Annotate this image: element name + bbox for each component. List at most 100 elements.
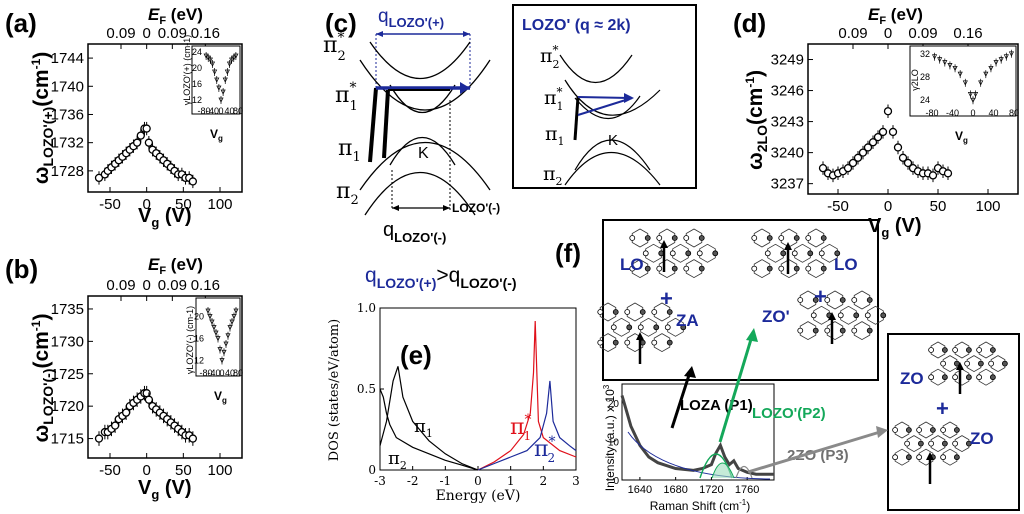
data-point (188, 177, 198, 186)
panel-a-inset-frame (191, 45, 241, 115)
panel-b-x-ticks: -50 0 50 100 (99, 453, 233, 479)
lattice-hexagon (780, 259, 798, 279)
dos-curve (379, 366, 479, 471)
displacement-arrowhead (828, 312, 836, 320)
dos-curve (477, 380, 577, 471)
y-tick-label: 1720 (51, 398, 84, 415)
lattice-hexagon (799, 321, 817, 341)
peak-label-p1: LOZA (P1) (680, 397, 753, 414)
lattice-hexagon (942, 421, 958, 439)
dos-x-tick-label: 0 (474, 474, 482, 488)
y-tick-label: 1730 (51, 333, 84, 350)
label-pi1: π1 (338, 136, 361, 165)
inset-data-point (217, 347, 223, 353)
q-plus-arrowhead-right (463, 31, 470, 37)
lattice-atom (824, 297, 831, 303)
panel-a-inset-xlabel: Vg (210, 127, 223, 143)
panel-e: (e) 0 0.5 1.0 -3 -2 -1 0 1 2 3 DOS (states/eV/at… (327, 301, 580, 504)
inset-x-tick-label: 80 (233, 368, 243, 378)
dos-y-tick-label: 0 (368, 463, 376, 477)
mode-label-zo-prime: ZO' (762, 307, 790, 326)
inset-x-tick-label: -80 (197, 106, 210, 116)
lattice-atom (965, 440, 972, 447)
lattice-atom (597, 309, 604, 315)
lattice-hexagon (840, 305, 857, 325)
inset-data-point (224, 69, 230, 75)
box-band-pi2star (559, 54, 633, 83)
lattice-atom (639, 309, 646, 315)
lattice-atom (1001, 360, 1008, 367)
panel-d-inset-frame (909, 45, 1017, 117)
inset-data-point (223, 341, 229, 347)
raman-xlabel: Raman Shift (cm-1) (650, 498, 750, 513)
band-pi2 (364, 171, 476, 216)
arrow-p1-to-modes (670, 371, 692, 429)
lattice-atom (751, 265, 758, 272)
panel-c-label: (c) (325, 8, 357, 38)
dos-y-tick-label: 1.0 (357, 301, 376, 315)
dos-label-pi2star: π* 2 (534, 434, 555, 465)
box-label-pi2: π2 (543, 163, 563, 188)
lattice-hexagon (954, 341, 970, 359)
displacement-arrowhead (660, 240, 668, 248)
inset-y-tick-label: 24 (192, 47, 202, 57)
lattice-atom (683, 235, 690, 241)
lattice-hexagon (918, 448, 934, 466)
lattice-atom (941, 374, 948, 381)
panel-d-data-points (818, 104, 953, 183)
box-label-pi2star: π* 2 (540, 43, 560, 71)
panel-d-x-ticks: -50 0 50 100 (827, 189, 1001, 215)
lattice-atom (751, 235, 758, 241)
raman-fit-p3 (735, 465, 753, 479)
dos-label-pi1: π1 (414, 416, 433, 440)
data-point (903, 158, 913, 168)
lattice-atom (812, 297, 819, 303)
y-tick-label: 1736 (51, 106, 84, 123)
lattice-atom (664, 324, 671, 331)
panel-f-lattice-sketches (597, 228, 1008, 484)
x-tick-label: 100 (975, 198, 1000, 215)
inset-data-point (221, 349, 227, 356)
lattice-hexagon (767, 243, 784, 263)
panel-e-xlabel: Energy (eV) (436, 488, 521, 504)
inset-data-point (216, 85, 222, 91)
top-tick-label: 0.16 (191, 277, 220, 294)
panel-b-top-ticks: 0.09 0 0.09 0.16 (106, 277, 220, 301)
lattice-atom (797, 327, 804, 334)
lattice-atom (941, 440, 948, 447)
inset-data-point (209, 319, 215, 325)
inset-data-point (233, 53, 239, 59)
inset-data-point (214, 77, 220, 83)
inset-data-point (937, 57, 943, 63)
top-tick-label: 0.09 (106, 277, 135, 294)
lattice-hexagon (631, 228, 649, 248)
lattice-hexagon (685, 259, 703, 279)
data-point (853, 153, 863, 162)
mode-label-lo-left: LO (620, 255, 644, 274)
lattice-atom (839, 297, 846, 303)
band-pi1-inner (389, 137, 456, 166)
lattice-hexagon (631, 259, 649, 279)
panel-a-ef-label: EF (eV) (148, 5, 203, 27)
lattice-atom (778, 235, 785, 241)
y-tick-label: 3243 (771, 114, 804, 131)
inset-x-tick-label: 80 (233, 106, 243, 116)
lattice-hexagon (685, 228, 703, 248)
inset-data-point (998, 57, 1004, 63)
lattice-atom (917, 440, 924, 447)
lattice-atom (928, 347, 935, 353)
arrow-p3-to-zo (747, 430, 881, 474)
lattice-hexagon (699, 243, 716, 263)
lattice-atom (964, 360, 971, 367)
lattice-hexagon (826, 290, 844, 310)
inset-data-point (231, 314, 237, 320)
arrow-p2-to-modes (718, 335, 754, 443)
lattice-atom (666, 339, 673, 346)
plus-sign-left: + (660, 286, 673, 311)
panel-d-plot-frame (807, 43, 1019, 195)
inset-y-tick-label: 20 (192, 63, 202, 73)
inset-data-point (993, 60, 999, 66)
transition-arrow-1 (368, 87, 378, 163)
inset-x-tick-label: -80 (199, 368, 212, 378)
box-label-pi1: π1 (545, 123, 565, 148)
